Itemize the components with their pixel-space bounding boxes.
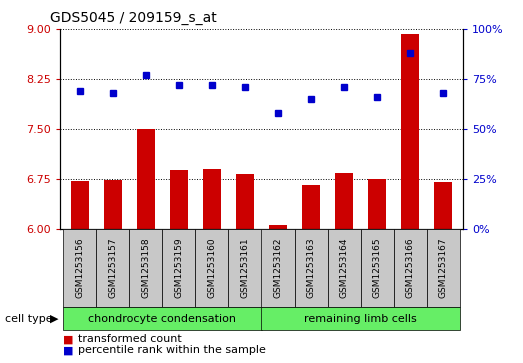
Text: GSM1253160: GSM1253160: [208, 237, 217, 298]
Text: ■: ■: [63, 345, 74, 355]
Text: GSM1253161: GSM1253161: [241, 237, 249, 298]
Bar: [203, 169, 221, 229]
Bar: [269, 225, 287, 229]
Text: GSM1253164: GSM1253164: [339, 237, 348, 298]
Text: GDS5045 / 209159_s_at: GDS5045 / 209159_s_at: [50, 11, 217, 25]
Text: GSM1253165: GSM1253165: [372, 237, 382, 298]
Bar: [104, 180, 122, 229]
Bar: [335, 173, 353, 229]
Text: percentile rank within the sample: percentile rank within the sample: [78, 345, 266, 355]
Text: chondrocyte condensation: chondrocyte condensation: [88, 314, 236, 323]
Bar: [368, 179, 386, 229]
Bar: [170, 170, 188, 229]
Text: remaining limb cells: remaining limb cells: [304, 314, 417, 323]
Bar: [236, 174, 254, 229]
Text: GSM1253159: GSM1253159: [175, 237, 184, 298]
Text: GSM1253162: GSM1253162: [274, 237, 282, 298]
Bar: [137, 129, 155, 229]
Text: cell type: cell type: [5, 314, 53, 323]
Text: GSM1253167: GSM1253167: [439, 237, 448, 298]
Text: ▶: ▶: [50, 314, 58, 323]
Bar: [302, 185, 320, 229]
Text: GSM1253166: GSM1253166: [405, 237, 415, 298]
Bar: [434, 182, 452, 229]
Text: GSM1253158: GSM1253158: [141, 237, 151, 298]
Bar: [71, 181, 89, 229]
Text: GSM1253156: GSM1253156: [75, 237, 84, 298]
Text: ■: ■: [63, 334, 74, 344]
Text: transformed count: transformed count: [78, 334, 182, 344]
Text: GSM1253163: GSM1253163: [306, 237, 315, 298]
Bar: [401, 34, 419, 229]
Text: GSM1253157: GSM1253157: [108, 237, 118, 298]
